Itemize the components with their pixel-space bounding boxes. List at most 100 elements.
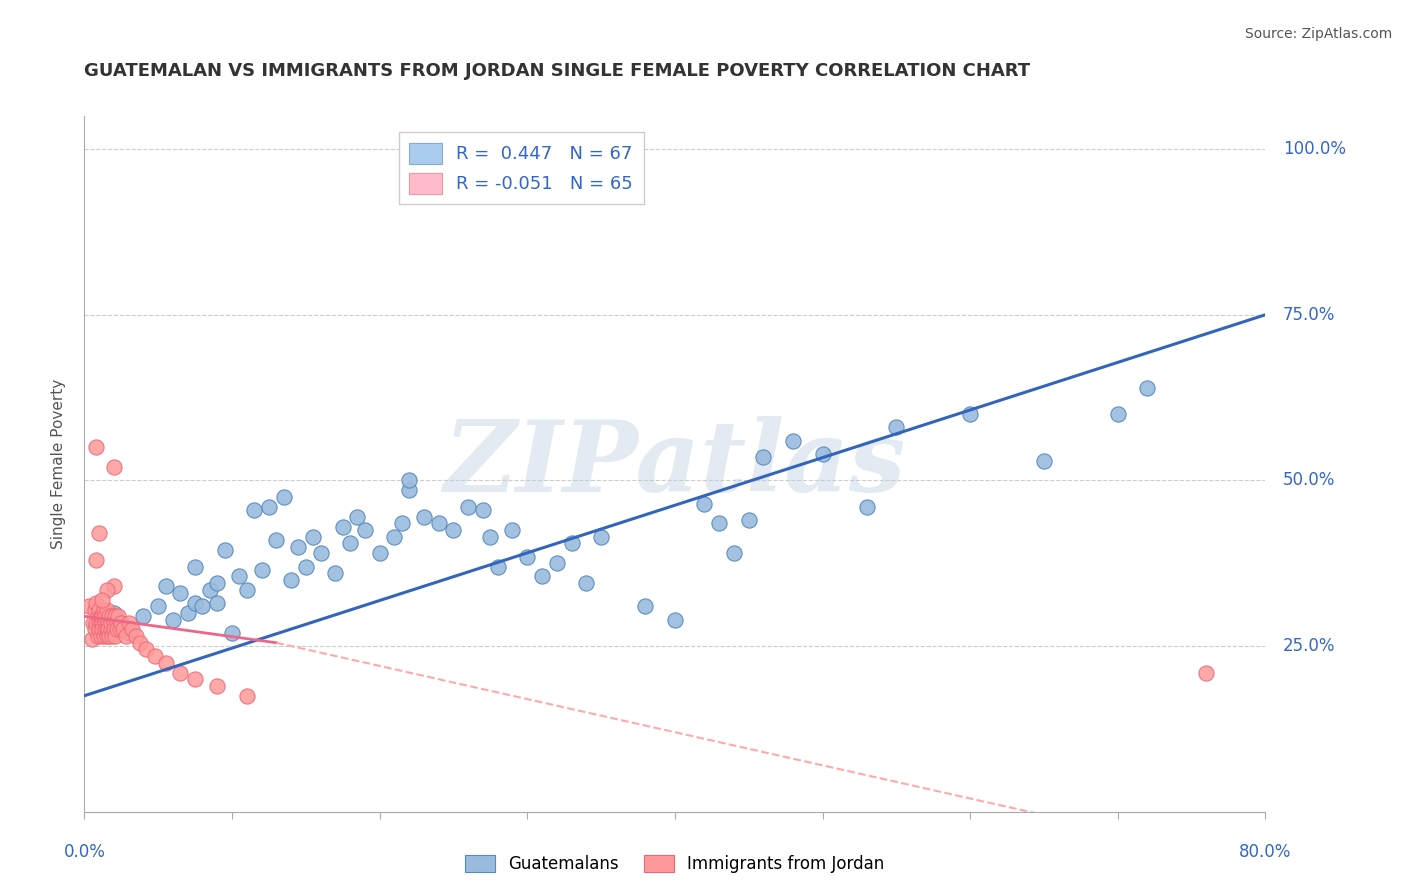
Point [354,523,377,537]
Point [104,609,127,624]
Point [103,579,125,593]
Point [546,556,568,570]
Point [83,602,105,616]
Point [84,553,107,567]
Point [693,497,716,511]
Point [121,623,143,637]
Point [100,615,122,630]
Point [96,623,118,637]
Point [148,599,170,614]
Point [516,549,538,564]
Point [427,516,450,531]
Text: 0.0%: 0.0% [63,843,105,861]
Point [184,596,207,610]
Point [80,632,103,647]
Point [87,602,111,616]
Point [235,582,259,597]
Point [1032,453,1054,467]
Point [264,533,288,547]
Point [84,596,107,610]
Point [398,483,420,498]
Point [87,623,111,637]
Point [105,615,128,630]
Point [90,615,112,630]
Point [82,615,104,630]
Point [103,623,125,637]
Point [98,609,121,624]
Point [575,576,598,591]
Point [235,689,259,703]
Point [155,579,177,593]
Point [184,672,207,686]
Text: 80.0%: 80.0% [1239,843,1292,861]
Point [101,609,124,624]
Point [135,642,157,657]
Point [368,546,391,560]
Point [103,615,125,630]
Point [205,576,228,591]
Point [886,420,908,434]
Point [501,523,523,537]
Point [91,615,114,630]
Text: 25.0%: 25.0% [1284,637,1336,655]
Point [811,447,834,461]
Point [709,516,731,531]
Point [295,559,318,574]
Point [94,623,117,637]
Point [91,623,114,637]
Point [104,629,127,643]
Point [125,629,148,643]
Point [398,474,420,488]
Point [479,530,502,544]
Text: 50.0%: 50.0% [1284,471,1336,490]
Point [723,546,745,560]
Point [205,596,228,610]
Point [90,609,112,624]
Point [94,609,117,624]
Point [132,609,155,624]
Point [228,569,250,583]
Point [382,530,406,544]
Point [111,623,134,637]
Text: ZIPatlas: ZIPatlas [444,416,905,512]
Point [1107,407,1129,421]
Point [198,582,221,597]
Point [184,559,207,574]
Point [457,500,479,514]
Point [169,665,191,680]
Point [107,609,129,624]
Point [302,530,325,544]
Point [86,609,108,624]
Point [530,569,553,583]
Point [86,629,108,643]
Point [87,615,111,630]
Point [591,530,613,544]
Point [105,623,128,637]
Text: Source: ZipAtlas.com: Source: ZipAtlas.com [1244,27,1392,41]
Point [752,450,775,465]
Point [1195,665,1218,680]
Point [782,434,804,448]
Point [96,629,118,643]
Point [391,516,413,531]
Point [280,573,302,587]
Point [98,629,121,643]
Point [221,625,243,640]
Point [738,513,761,527]
Point [108,623,131,637]
Point [84,615,107,630]
Legend: R =  0.447   N = 67, R = -0.051   N = 65: R = 0.447 N = 67, R = -0.051 N = 65 [399,132,644,204]
Point [93,602,115,616]
Point [93,609,115,624]
Point [323,566,347,581]
Point [143,648,166,663]
Point [96,582,118,597]
Point [83,623,105,637]
Point [273,490,295,504]
Point [339,536,361,550]
Point [257,500,280,514]
Point [346,509,368,524]
Point [250,563,273,577]
Point [77,599,100,614]
Point [205,679,228,693]
